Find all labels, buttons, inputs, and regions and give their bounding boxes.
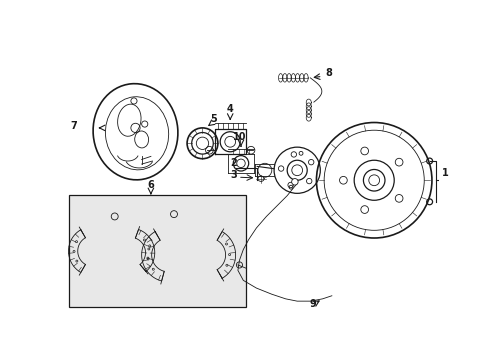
Text: 5: 5 — [210, 114, 217, 124]
Text: 6: 6 — [147, 180, 154, 190]
Text: 8: 8 — [325, 68, 332, 78]
Text: 10: 10 — [232, 132, 245, 142]
Text: 4: 4 — [226, 104, 233, 114]
Bar — [68, 195, 245, 307]
Text: 7: 7 — [70, 121, 77, 131]
Text: 1: 1 — [441, 168, 448, 177]
Text: 2: 2 — [230, 158, 237, 168]
Text: 9: 9 — [308, 298, 315, 309]
Bar — [68, 195, 245, 307]
Text: 3: 3 — [230, 170, 237, 180]
Circle shape — [291, 179, 298, 185]
